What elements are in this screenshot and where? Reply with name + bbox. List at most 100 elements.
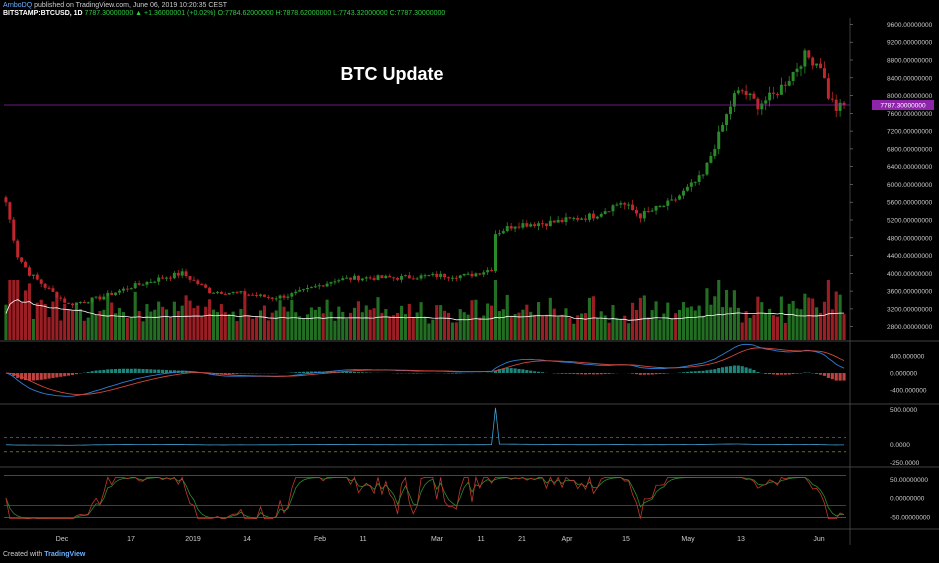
candle xyxy=(474,272,478,277)
macd-histogram-bar xyxy=(360,372,364,373)
candle xyxy=(548,216,552,227)
candle xyxy=(666,198,670,211)
tradingview-brand[interactable]: TradingView xyxy=(44,551,86,558)
volume-bar xyxy=(110,302,114,340)
volume-bar xyxy=(270,312,274,340)
x-tick-label: Jun xyxy=(813,536,824,543)
macd-histogram-bar xyxy=(818,373,823,375)
candle xyxy=(678,194,682,201)
volume-bar xyxy=(611,304,615,340)
author-link[interactable]: ArnboDQ xyxy=(3,2,33,9)
volume-bar xyxy=(321,313,325,340)
candle xyxy=(689,179,693,192)
candle xyxy=(533,221,537,228)
volume-bar xyxy=(133,291,137,340)
volume-bar xyxy=(662,313,666,340)
volume-bar xyxy=(12,280,16,340)
candle xyxy=(736,87,740,95)
volume-bar xyxy=(713,296,717,340)
volume-bar xyxy=(693,310,697,340)
candle xyxy=(826,73,830,101)
candle xyxy=(35,272,39,281)
candle xyxy=(223,291,227,295)
macd-histogram-bar xyxy=(125,368,129,373)
volume-bar xyxy=(803,293,807,340)
macd-histogram-bar xyxy=(521,369,525,373)
volume-bar xyxy=(153,309,157,340)
y-tick-label: 4000.00000000 xyxy=(887,271,933,278)
macd-histogram-bar xyxy=(133,368,137,373)
volume-bar xyxy=(215,312,220,340)
chart-title: BTC Update xyxy=(341,64,444,84)
volume-bar xyxy=(815,307,819,340)
candle xyxy=(556,216,560,223)
candle xyxy=(31,274,35,280)
candle xyxy=(372,275,376,282)
volume-bar xyxy=(689,306,693,340)
indicator-y-tick-label: -250.0000 xyxy=(890,460,920,467)
macd-histogram-bar xyxy=(43,373,47,380)
indicator-y-tick-label: 500.0000 xyxy=(890,407,917,414)
macd-histogram-bar xyxy=(771,373,776,375)
volume-bar xyxy=(572,323,576,340)
macd-histogram-bar xyxy=(599,373,603,375)
volume-bar xyxy=(552,308,556,340)
volume-bar xyxy=(223,312,227,340)
candle xyxy=(595,215,599,220)
macd-histogram-bar xyxy=(364,372,368,373)
volume-bar xyxy=(204,306,208,340)
volume-bar xyxy=(43,303,47,340)
candle xyxy=(47,285,51,290)
candle xyxy=(822,61,826,79)
candle xyxy=(654,205,658,215)
macd-histogram-bar xyxy=(533,371,537,373)
volume-bar xyxy=(188,300,192,340)
volume-bar xyxy=(317,306,321,340)
macd-histogram-bar xyxy=(603,373,607,374)
candle xyxy=(121,286,125,294)
x-tick-label: May xyxy=(681,536,695,543)
candle xyxy=(795,62,799,77)
volume-bar xyxy=(450,322,454,340)
macd-histogram-bar xyxy=(153,369,157,373)
candle xyxy=(819,58,823,69)
candle xyxy=(360,278,364,282)
volume-bar xyxy=(399,305,404,340)
candle xyxy=(803,48,807,74)
macd-histogram-bar xyxy=(693,371,697,373)
candle xyxy=(591,210,595,221)
candle xyxy=(82,300,86,304)
candle xyxy=(681,188,685,199)
y-tick-label: 8000.00000000 xyxy=(887,93,933,100)
macd-histogram-bar xyxy=(231,373,235,375)
candle xyxy=(768,86,772,107)
macd-histogram-bar xyxy=(27,373,32,381)
macd-histogram-bar xyxy=(31,373,35,381)
volume-bar xyxy=(86,317,90,340)
macd-histogram-bar xyxy=(709,369,713,373)
volume-bar xyxy=(313,309,317,340)
y-tick-label: 3200.00000000 xyxy=(887,306,933,313)
volume-bar xyxy=(129,317,133,340)
volume-bar xyxy=(443,310,447,340)
chart-header: ArnboDQ published on TradingView.com, Ju… xyxy=(3,2,445,18)
macd-histogram-bar xyxy=(157,369,161,373)
macd-histogram-bar xyxy=(748,368,752,373)
volume-bar xyxy=(439,305,443,340)
volume-bar xyxy=(4,304,8,340)
volume-bar xyxy=(486,303,490,340)
macd-histogram-bar xyxy=(584,373,588,375)
candle xyxy=(235,290,239,294)
price-pane: BTC Update xyxy=(4,48,850,340)
volume-bar xyxy=(830,309,834,340)
volume-bar xyxy=(458,309,462,340)
candle xyxy=(435,271,439,280)
macd-histogram-bar xyxy=(822,373,827,376)
volume-bar xyxy=(595,318,599,340)
y-tick-label: 9200.00000000 xyxy=(887,40,933,47)
macd-histogram-bar xyxy=(349,371,353,373)
volume-bar xyxy=(31,318,35,340)
candle xyxy=(646,206,650,213)
candle xyxy=(341,275,345,281)
